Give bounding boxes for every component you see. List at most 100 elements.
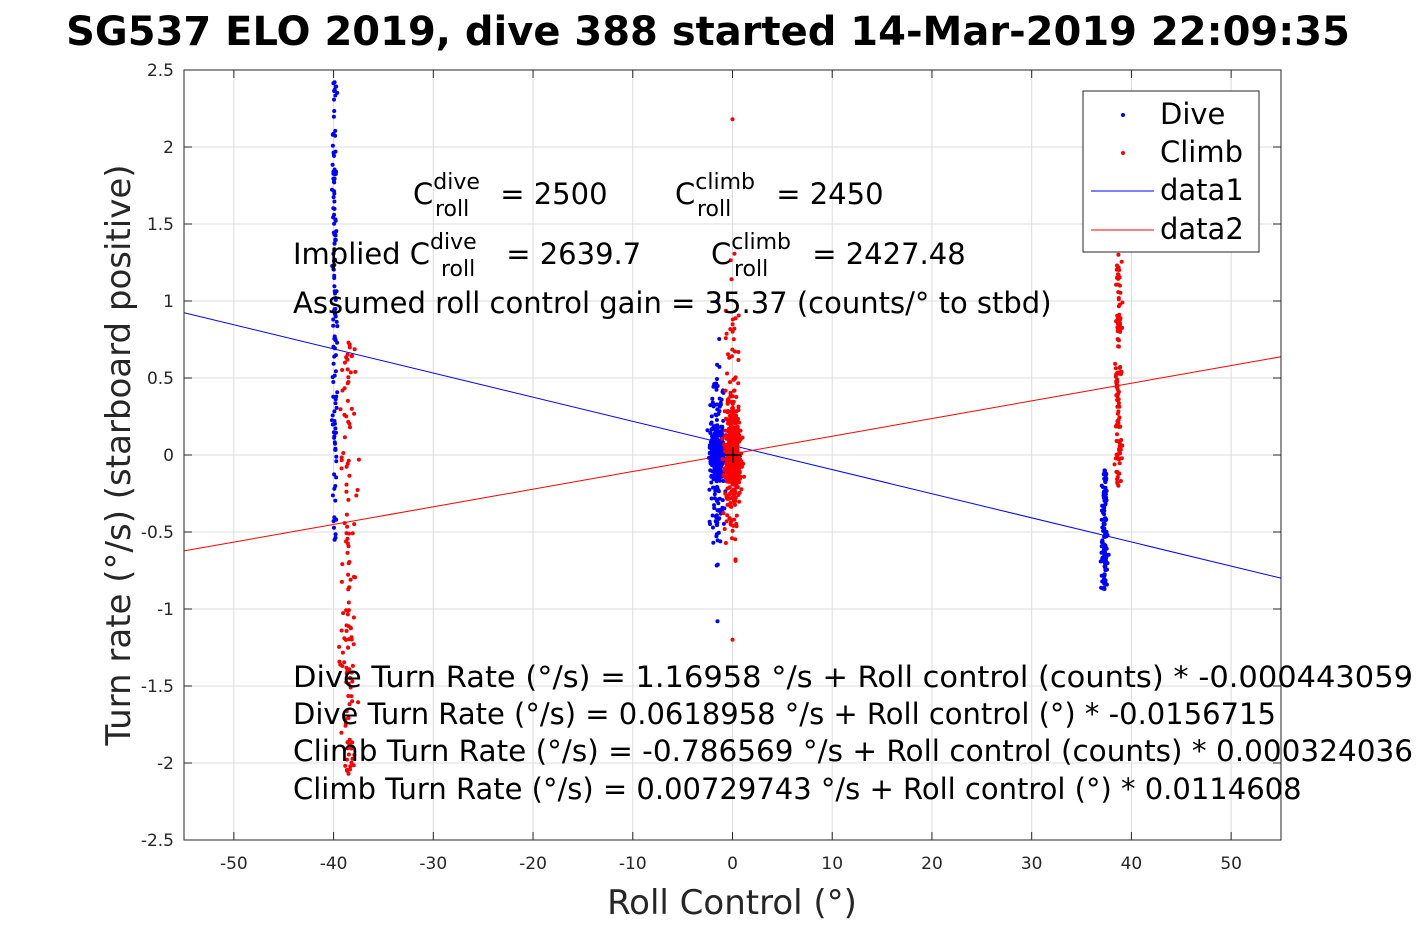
climb-point	[1116, 265, 1121, 270]
dive-point	[331, 323, 336, 328]
climb-point	[351, 642, 356, 647]
dive-point	[333, 401, 338, 406]
climb-point	[1113, 361, 1118, 366]
c-climb-label: Cclimb roll = 2450	[675, 170, 884, 222]
dive-point	[332, 199, 337, 204]
climb-point	[349, 746, 354, 751]
climb-point	[736, 408, 741, 412]
climb-point	[730, 420, 735, 425]
climb-point	[736, 404, 741, 409]
dive-point	[333, 353, 338, 358]
climb-point	[1116, 344, 1121, 349]
climb-point	[1115, 419, 1120, 424]
climb-point	[731, 399, 736, 404]
dive-point	[712, 503, 716, 508]
dive-point	[712, 492, 717, 497]
dive-point	[711, 440, 716, 445]
equation-climb-counts: Climb Turn Rate (°/s) = -0.786569 °/s + …	[293, 734, 1413, 768]
climb-point	[343, 763, 348, 768]
climb-point	[724, 479, 729, 484]
dive-point	[333, 498, 338, 503]
climb-point	[1117, 448, 1122, 453]
climb-point	[344, 539, 348, 544]
climb-point	[1118, 479, 1123, 483]
dive-point	[332, 289, 337, 294]
climb-point	[736, 313, 741, 318]
climb-point	[732, 251, 737, 256]
x-tick-label: -50	[220, 854, 248, 874]
climb-point	[725, 417, 730, 422]
climb-point	[728, 327, 733, 332]
dive-point	[333, 532, 338, 537]
x-tick-label: -10	[619, 854, 647, 874]
dive-point	[710, 513, 715, 518]
climb-point	[1118, 316, 1123, 321]
climb-point	[727, 429, 732, 434]
gain-label: Assumed roll control gain = 35.37 (count…	[293, 286, 1052, 320]
climb-point	[346, 572, 351, 577]
climb-point	[348, 370, 353, 375]
climb-point	[732, 501, 737, 506]
implied-dive-label: Implied Cdive roll = 2639.7	[293, 230, 641, 282]
y-tick-label: 2	[163, 138, 174, 158]
dive-point	[331, 344, 336, 349]
climb-point	[1112, 462, 1117, 467]
climb-point	[1115, 398, 1120, 402]
climb-point	[738, 428, 743, 433]
climb-point	[339, 628, 344, 633]
dive-point	[332, 525, 336, 530]
dive-point	[711, 384, 716, 389]
dive-point	[709, 496, 714, 501]
dive-point	[333, 84, 338, 89]
dive-point	[709, 480, 714, 485]
climb-point	[348, 425, 352, 430]
climb-point	[1118, 451, 1123, 456]
y-axis-label: Turn rate (°/s) (starboard positive)	[99, 164, 139, 746]
climb-point	[732, 471, 737, 476]
x-tick-label: 10	[821, 854, 843, 874]
dive-point	[1099, 585, 1104, 590]
climb-point	[353, 575, 358, 580]
climb-point	[345, 524, 350, 529]
dive-point	[333, 133, 338, 138]
dive-point	[708, 403, 713, 408]
climb-point	[732, 517, 737, 522]
x-tick-label: -20	[519, 854, 547, 874]
climb-point	[337, 659, 342, 664]
climb-point	[348, 685, 353, 690]
dive-point	[711, 540, 716, 545]
dive-point	[714, 534, 719, 539]
climb-point	[350, 663, 355, 668]
dive-point	[715, 407, 720, 412]
climb-point	[730, 528, 735, 533]
dive-point	[718, 469, 722, 474]
dive-point	[1100, 525, 1105, 530]
dive-point	[332, 89, 337, 93]
climb-point	[344, 629, 349, 633]
climb-point	[345, 746, 350, 751]
dive-point	[1099, 517, 1104, 522]
climb-point	[348, 625, 353, 630]
climb-point	[351, 763, 356, 768]
dive-point	[331, 251, 336, 256]
climb-point	[1117, 457, 1121, 462]
climb-point	[726, 442, 731, 447]
climb-point	[344, 482, 349, 487]
dive-point	[711, 474, 716, 478]
dive-point	[1106, 552, 1111, 557]
climb-point	[344, 512, 349, 517]
dive-point	[1103, 475, 1108, 480]
dive-point	[331, 430, 336, 435]
climb-point	[347, 473, 352, 478]
climb-point	[1113, 366, 1118, 371]
climb-point	[734, 513, 739, 518]
climb-point	[730, 637, 735, 642]
implied-climb-label: Cclimb roll = 2427.48	[711, 230, 966, 282]
climb-point	[347, 702, 352, 707]
climb-point	[731, 523, 736, 528]
climb-point	[723, 466, 727, 471]
dive-point	[332, 206, 337, 211]
climb-point	[730, 117, 735, 122]
dive-point	[334, 454, 339, 459]
legend-data1-label: data1	[1160, 173, 1244, 207]
